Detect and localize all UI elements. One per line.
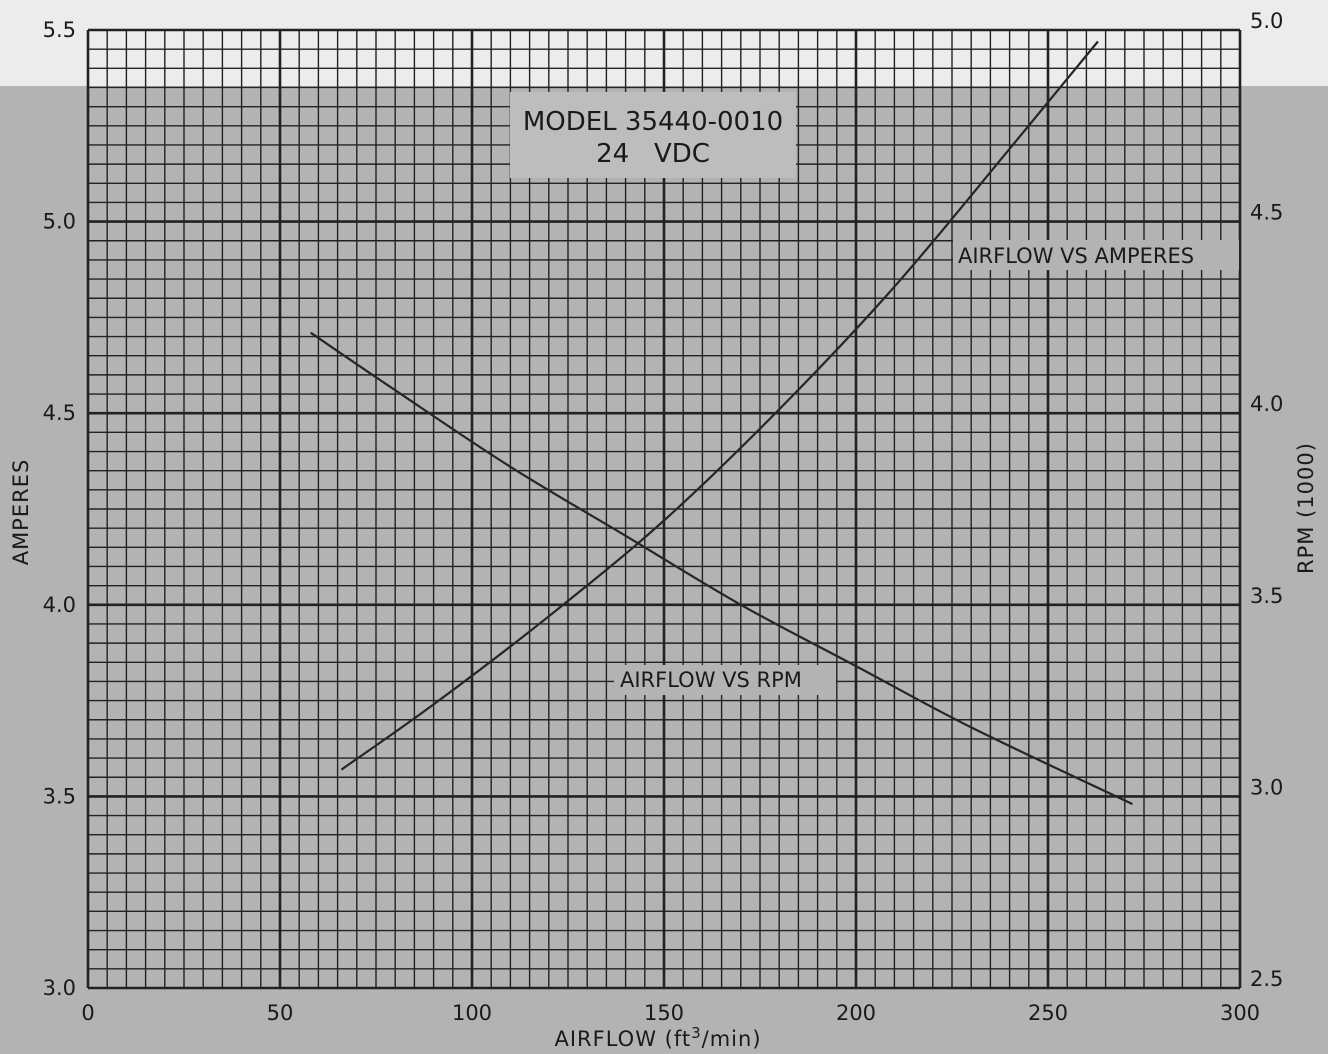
y-right-tick-label: 4.0 — [1250, 392, 1283, 416]
y-left-tick-label: 3.5 — [43, 784, 76, 808]
model-title: MODEL 35440-0010 — [523, 107, 783, 137]
model-voltage: 24 VDC — [596, 139, 710, 169]
y-left-tick-label: 5.5 — [43, 18, 76, 42]
model-label-background — [510, 92, 796, 178]
x-tick-label: 150 — [644, 1001, 684, 1025]
y-right-tick-label: 4.5 — [1250, 201, 1283, 225]
x-tick-label: 100 — [452, 1001, 492, 1025]
x-tick-label: 50 — [267, 1001, 294, 1025]
x-tick-label: 300 — [1220, 1001, 1260, 1025]
y-right-tick-label: 3.0 — [1250, 775, 1283, 799]
y-left-tick-label: 3.0 — [43, 976, 76, 1000]
rpm-label-background — [614, 665, 836, 695]
series-line-amperes — [340, 40, 1099, 771]
tick-labels: 0 50 100 150 200 250 300 3.0 3.5 4.0 4.5 5.0 5.5 2.5 3… — [43, 9, 1284, 1025]
amperes-label-background — [953, 240, 1239, 270]
y-left-axis-title: AMPERES — [9, 459, 33, 566]
rpm-series-label: AIRFLOW VS RPM — [614, 665, 836, 695]
model-label-box: MODEL 35440-0010 24 VDC — [510, 92, 796, 178]
y-right-tick-label: 2.5 — [1250, 967, 1283, 991]
y-left-tick-label: 4.5 — [43, 401, 76, 425]
rpm-label-text: AIRFLOW VS RPM — [620, 668, 802, 692]
y-left-tick-label: 4.0 — [43, 593, 76, 617]
top-light-band-right — [1240, 0, 1328, 76]
y-left-tick-label: 5.0 — [43, 210, 76, 234]
x-axis-title-sup: 3 — [691, 1024, 702, 1042]
x-axis-title-main: AIRFLOW (ft — [554, 1027, 691, 1051]
y-right-tick-label: 3.5 — [1250, 584, 1283, 608]
x-axis-title-end: /min) — [702, 1027, 762, 1051]
amperes-label-text: AIRFLOW VS AMPERES — [958, 244, 1194, 268]
x-tick-label: 0 — [81, 1001, 94, 1025]
series-lines — [310, 40, 1133, 806]
x-axis-title: AIRFLOW (ft3/min) — [554, 1024, 761, 1051]
series-line-rpm — [310, 331, 1133, 806]
amperes-series-label: AIRFLOW VS AMPERES — [953, 240, 1239, 270]
y-right-tick-label: 5.0 — [1250, 9, 1283, 33]
y-right-axis-title: RPM (1000) — [1294, 442, 1318, 574]
x-tick-label: 250 — [1028, 1001, 1068, 1025]
x-tick-label: 200 — [836, 1001, 876, 1025]
